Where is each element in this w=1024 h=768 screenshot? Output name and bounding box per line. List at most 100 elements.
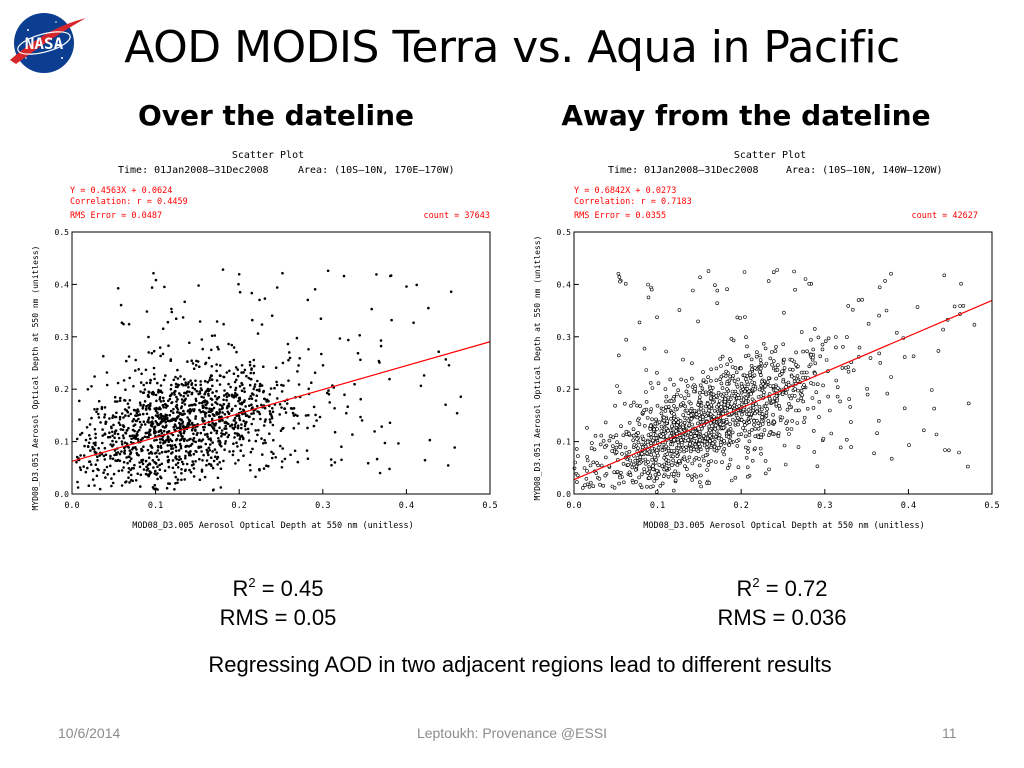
scatter-point	[176, 377, 180, 380]
r2-sup: 2	[248, 575, 256, 590]
scatter-point	[194, 379, 197, 382]
scatter-point	[242, 408, 245, 412]
scatter-point	[121, 428, 125, 432]
scatter-point	[236, 426, 240, 430]
scatter-point	[134, 358, 137, 362]
scatter-point	[250, 367, 253, 370]
scatter-point	[788, 367, 792, 372]
scatter-point	[699, 473, 703, 478]
scatter-point	[142, 383, 145, 387]
scatter-point	[174, 385, 178, 389]
scatter-point	[148, 407, 152, 411]
scatter-point	[815, 382, 820, 386]
scatter-point	[666, 428, 670, 433]
scatter-point	[234, 386, 238, 390]
scatter-point	[712, 408, 717, 413]
scatter-point	[359, 397, 363, 401]
scatter-point	[147, 456, 151, 460]
scatter-point	[198, 457, 201, 461]
scatter-point	[154, 452, 157, 455]
scatter-point	[238, 396, 242, 400]
scatter-point	[644, 400, 649, 404]
scatter-point	[636, 440, 641, 445]
scatter-point	[423, 458, 427, 462]
scatter-point	[178, 426, 181, 430]
scatter-point	[422, 374, 426, 377]
scatter-point	[834, 345, 838, 350]
scatter-point	[270, 314, 274, 317]
scatter-point	[248, 397, 251, 401]
scatter-point	[419, 384, 423, 388]
scatter-point	[305, 449, 309, 452]
scatter-point	[198, 408, 201, 412]
scatter-point	[747, 433, 752, 437]
scatter-point	[846, 369, 851, 374]
scatter-point	[115, 411, 118, 415]
scatter-point	[244, 405, 247, 408]
scatter-point	[260, 403, 263, 407]
scatter-point	[278, 403, 282, 406]
scatter-point	[250, 291, 254, 295]
scatter-point	[123, 441, 127, 445]
scatter-point	[726, 435, 731, 439]
scatter-point	[189, 403, 193, 407]
scatter-point	[446, 464, 450, 467]
scatter-point	[342, 274, 346, 278]
scatter-point	[686, 473, 690, 478]
scatter-point	[790, 358, 795, 362]
scatter-point	[157, 388, 160, 392]
scatter-point	[90, 385, 93, 388]
scatter-point	[752, 373, 757, 378]
scatter-point	[159, 441, 162, 444]
scatter-point	[214, 455, 217, 459]
scatter-point	[636, 431, 640, 435]
scatter-point	[713, 283, 717, 287]
scatter-point	[907, 443, 911, 447]
scatter-point	[159, 354, 162, 358]
scatter-point	[150, 424, 153, 427]
scatter-point	[240, 423, 243, 426]
scatter-point	[684, 379, 688, 383]
y-axis-label: MYD08_D3.051 Aerosol Optical Depth at 55…	[533, 236, 542, 501]
scatter-point	[268, 432, 271, 436]
scatter-point	[743, 354, 748, 358]
scatter-point	[574, 447, 579, 451]
scatter-point	[634, 479, 638, 484]
scatter-point	[740, 412, 744, 417]
scatter-point	[97, 399, 101, 403]
scatter-point	[168, 413, 172, 417]
scatter-point	[412, 321, 415, 324]
scatter-point	[127, 322, 131, 326]
scatter-point	[179, 375, 182, 378]
regression-line	[573, 299, 993, 481]
scatter-point	[153, 377, 156, 381]
scatter-point	[759, 366, 763, 371]
scatter-point	[215, 379, 219, 382]
scatter-point	[97, 468, 100, 472]
scatter-point	[744, 400, 748, 405]
scatter-point	[127, 446, 130, 449]
scatter-point	[227, 402, 231, 406]
scatter-point	[91, 469, 95, 473]
scatter-point	[756, 426, 761, 431]
scatter-point	[140, 372, 143, 376]
scatter-point	[209, 439, 213, 442]
scatter-point	[663, 409, 668, 413]
y-tick-label: 0.3	[557, 333, 572, 342]
scatter-point	[640, 472, 644, 477]
scatter-point	[746, 450, 750, 454]
scatter-point	[765, 401, 769, 406]
scatter-point	[215, 320, 219, 323]
scatter-point	[95, 410, 98, 414]
scatter-point	[227, 433, 231, 437]
scatter-point	[194, 363, 198, 367]
scatter-point	[180, 468, 183, 471]
scatter-point	[669, 416, 673, 421]
scatter-point	[630, 465, 635, 470]
scatter-point	[89, 449, 92, 452]
scatter-point	[652, 427, 656, 432]
scatter-point	[750, 458, 755, 463]
scatter-point	[177, 449, 181, 452]
scatter-point	[207, 410, 211, 414]
scatter-point	[243, 412, 247, 415]
